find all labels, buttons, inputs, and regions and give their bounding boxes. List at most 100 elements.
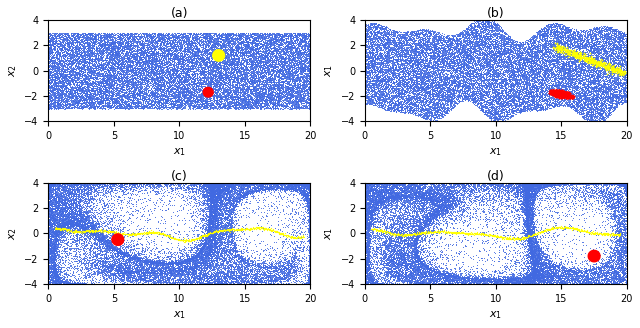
Point	[148, 95, 159, 101]
Point	[361, 191, 371, 196]
Point	[408, 49, 418, 54]
Point	[257, 182, 268, 188]
Point	[74, 189, 84, 194]
Point	[90, 266, 100, 271]
Point	[59, 62, 69, 68]
Point	[519, 222, 529, 227]
Point	[252, 249, 262, 254]
Point	[428, 94, 438, 99]
Point	[524, 212, 534, 217]
Point	[508, 87, 518, 92]
Point	[385, 241, 395, 246]
Point	[166, 65, 177, 70]
Point	[534, 65, 544, 71]
Point	[237, 266, 247, 272]
Point	[136, 234, 147, 239]
Point	[467, 29, 477, 34]
Point	[606, 202, 616, 208]
Point	[52, 252, 62, 257]
Point	[416, 280, 426, 285]
Point	[376, 81, 386, 86]
Point	[234, 81, 244, 86]
Point	[61, 202, 72, 208]
Point	[473, 181, 483, 187]
Point	[58, 220, 68, 226]
Point	[420, 201, 430, 206]
Point	[227, 42, 237, 47]
Point	[166, 53, 177, 58]
Point	[273, 84, 283, 89]
Point	[113, 33, 124, 39]
Point	[205, 275, 215, 280]
Point	[252, 180, 262, 186]
Point	[286, 264, 296, 269]
Point	[472, 32, 483, 38]
Point	[370, 185, 380, 190]
Point	[152, 58, 162, 63]
Point	[530, 72, 540, 78]
Point	[613, 71, 623, 76]
Point	[618, 226, 628, 232]
Point	[90, 38, 100, 43]
Point	[214, 226, 225, 231]
Point	[66, 223, 76, 228]
Point	[252, 79, 262, 85]
Point	[447, 202, 458, 207]
Point	[224, 76, 234, 82]
Point	[473, 194, 483, 199]
Point	[436, 198, 446, 203]
Point	[364, 221, 374, 226]
Point	[481, 31, 491, 37]
Point	[125, 244, 136, 249]
Point	[228, 41, 239, 46]
Point	[156, 66, 166, 71]
Point	[44, 35, 54, 40]
Point	[557, 95, 567, 100]
Point	[92, 256, 102, 261]
Point	[54, 225, 65, 230]
Point	[204, 263, 214, 268]
Point	[542, 34, 552, 39]
Point	[100, 75, 111, 80]
Point	[617, 266, 627, 271]
Point	[506, 58, 516, 64]
Point	[452, 35, 462, 41]
Point	[169, 86, 179, 91]
Point	[384, 98, 394, 103]
Point	[75, 51, 85, 56]
Point	[534, 269, 544, 274]
Point	[484, 25, 495, 30]
Point	[101, 256, 111, 262]
Point	[61, 270, 71, 276]
Point	[106, 64, 116, 69]
Point	[302, 52, 312, 58]
Point	[120, 44, 130, 49]
Point	[434, 86, 444, 91]
Point	[197, 275, 207, 280]
Point	[445, 182, 456, 187]
Point	[561, 49, 571, 54]
Point	[85, 196, 95, 201]
Point	[60, 211, 70, 216]
Point	[436, 229, 446, 234]
Point	[305, 245, 315, 250]
Point	[361, 267, 371, 272]
Point	[424, 109, 434, 114]
Point	[74, 192, 84, 197]
Point	[494, 113, 504, 118]
Point	[74, 193, 84, 198]
Point	[223, 52, 233, 57]
Point	[66, 241, 76, 246]
Point	[83, 185, 93, 191]
Point	[109, 248, 119, 253]
Point	[203, 31, 213, 36]
Point	[510, 232, 520, 237]
Point	[383, 100, 393, 105]
Point	[431, 108, 441, 113]
Point	[182, 183, 192, 188]
Point	[97, 50, 108, 55]
Point	[289, 59, 299, 64]
Point	[204, 235, 214, 240]
Point	[444, 77, 454, 83]
Point	[58, 65, 68, 71]
